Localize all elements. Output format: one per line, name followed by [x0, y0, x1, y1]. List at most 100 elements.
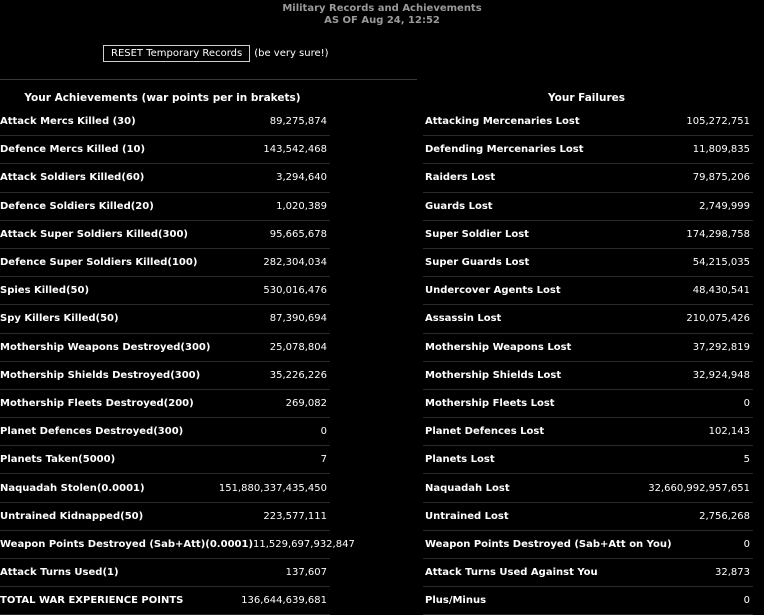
failure-value: 32,924,948 [692, 369, 750, 381]
achievement-row: TOTAL WAR EXPERIENCE POINTS 136,644,639,6… [0, 587, 330, 615]
failure-label: Weapon Points Destroyed (Sab+Att on You) [425, 538, 672, 550]
failure-value: 48,430,541 [692, 285, 750, 297]
failure-value: 0 [743, 595, 750, 607]
achievement-value: 530,016,476 [263, 285, 327, 297]
failure-row: Planets Lost 5 [423, 446, 753, 475]
achievement-value: 3,294,640 [276, 172, 327, 184]
achievement-value: 223,577,111 [263, 510, 327, 522]
achievement-row: Mothership Fleets Destroyed(200) 269,082 [0, 390, 330, 419]
failure-label: Planet Defences Lost [425, 426, 545, 438]
failure-label: Super Soldier Lost [425, 228, 529, 240]
failure-value: 2,756,268 [699, 510, 750, 522]
achievement-value: 136,644,639,681 [241, 595, 327, 607]
failure-label: Naquadah Lost [425, 482, 510, 494]
achievement-value: 89,275,874 [269, 116, 327, 128]
achievement-row: Defence Super Soldiers Killed(100) 282,30… [0, 249, 330, 278]
achievement-row: Attack Mercs Killed (30) 89,275,874 [0, 108, 330, 137]
failure-row: Super Soldier Lost 174,298,758 [423, 221, 753, 249]
achievement-row: Planet Defences Destroyed(300) 0 [0, 418, 330, 447]
achievement-label: Attack Soldiers Killed(60) [0, 172, 145, 184]
failure-label: Mothership Fleets Lost [425, 397, 555, 409]
achievement-value: 95,665,678 [269, 228, 327, 240]
failure-value: 102,143 [708, 426, 750, 438]
achievement-value: 7 [320, 454, 327, 466]
achievement-value: 25,078,804 [269, 341, 327, 353]
reset-row: RESET Temporary Records (be very sure!) [103, 45, 329, 62]
page-title: Military Records and Achievements [282, 3, 482, 14]
achievement-value: 269,082 [285, 397, 327, 409]
failure-label: Assassin Lost [425, 313, 502, 325]
failure-value: 210,075,426 [686, 313, 750, 325]
achievement-label: Spy Killers Killed(50) [0, 313, 119, 325]
page-header: Military Records and Achievements AS OF … [0, 3, 764, 27]
failure-row: Super Guards Lost 54,215,035 [423, 249, 753, 278]
achievement-row: Defence Soldiers Killed(20) 1,020,389 [0, 193, 330, 221]
achievement-row: Attack Turns Used(1) 137,607 [0, 559, 330, 588]
achievement-label: TOTAL WAR EXPERIENCE POINTS [0, 595, 184, 607]
achievement-row: Planets Taken(5000) 7 [0, 446, 330, 475]
achievement-value: 143,542,468 [263, 144, 327, 156]
failure-value: 32,660,992,957,651 [648, 482, 750, 494]
achievement-value: 87,390,694 [269, 313, 327, 325]
failures-heading: Your Failures [547, 92, 626, 104]
achievement-value: 282,304,034 [263, 257, 327, 269]
achievement-row: Attack Soldiers Killed(60) 3,294,640 [0, 164, 330, 193]
failure-row: Untrained Lost 2,756,268 [423, 503, 753, 531]
failure-value: 0 [743, 538, 750, 550]
failure-row: Assassin Lost 210,075,426 [423, 305, 753, 334]
failure-row: Defending Mercenaries Lost 11,809,835 [423, 136, 753, 165]
failure-value: 105,272,751 [686, 116, 750, 128]
achievement-label: Naquadah Stolen(0.0001) [0, 482, 145, 494]
achievement-row: Spies Killed(50) 530,016,476 [0, 277, 330, 306]
reset-temporary-records-button[interactable]: RESET Temporary Records [103, 45, 251, 62]
achievement-row: Weapon Points Destroyed (Sab+Att)(0.0001… [0, 531, 355, 559]
achievement-value: 1,020,389 [276, 200, 327, 212]
achievement-label: Mothership Weapons Destroyed(300) [0, 341, 211, 353]
achievement-value: 11,529,697,932,847 [253, 538, 355, 550]
achievement-label: Untrained Kidnapped(50) [0, 510, 144, 522]
failure-row: Raiders Lost 79,875,206 [423, 164, 753, 193]
divider [0, 79, 417, 80]
failure-value: 174,298,758 [686, 228, 750, 240]
failure-label: Raiders Lost [425, 172, 496, 184]
failure-row: Attacking Mercenaries Lost 105,272,751 [423, 108, 753, 137]
achievement-label: Mothership Shields Destroyed(300) [0, 369, 201, 381]
failure-value: 2,749,999 [699, 200, 750, 212]
achievement-label: Attack Turns Used(1) [0, 567, 119, 579]
achievement-label: Attack Mercs Killed (30) [0, 116, 136, 128]
achievement-row: Defence Mercs Killed (10) 143,542,468 [0, 136, 330, 165]
failure-row: Guards Lost 2,749,999 [423, 193, 753, 221]
failure-row: Weapon Points Destroyed (Sab+Att on You)… [423, 531, 753, 559]
failure-label: Super Guards Lost [425, 257, 530, 269]
achievement-value: 151,880,337,435,450 [218, 482, 327, 494]
achievement-row: Mothership Weapons Destroyed(300) 25,078,… [0, 334, 330, 362]
achievement-label: Defence Super Soldiers Killed(100) [0, 257, 198, 269]
failure-value: 0 [743, 397, 750, 409]
failure-label: Untrained Lost [425, 510, 509, 522]
failure-value: 5 [743, 454, 750, 466]
failures-table: Attacking Mercenaries Lost 105,272,751 Def… [423, 108, 753, 615]
failure-row: Mothership Fleets Lost 0 [423, 390, 753, 419]
achievement-row: Spy Killers Killed(50) 87,390,694 [0, 305, 330, 334]
failure-label: Undercover Agents Lost [425, 285, 561, 297]
achievement-label: Mothership Fleets Destroyed(200) [0, 397, 194, 409]
achievement-row: Attack Super Soldiers Killed(300) 95,665,… [0, 221, 330, 249]
achievement-value: 137,607 [285, 567, 327, 579]
failure-value: 11,809,835 [692, 144, 750, 156]
failure-label: Attack Turns Used Against You [425, 567, 598, 579]
failure-label: Mothership Shields Lost [425, 369, 562, 381]
failure-row: Planet Defences Lost 102,143 [423, 418, 753, 447]
achievement-row: Untrained Kidnapped(50) 223,577,111 [0, 503, 330, 531]
achievement-row: Naquadah Stolen(0.0001) 151,880,337,435,4… [0, 474, 330, 503]
achievement-label: Weapon Points Destroyed (Sab+Att)(0.0001… [0, 538, 254, 550]
achievement-label: Attack Super Soldiers Killed(300) [0, 228, 189, 240]
failure-label: Plus/Minus [425, 595, 487, 607]
achievement-label: Planet Defences Destroyed(300) [0, 426, 184, 438]
achievement-value: 35,226,226 [269, 369, 327, 381]
achievements-table: Attack Mercs Killed (30) 89,275,874 Defenc… [0, 108, 355, 615]
achievements-heading: Your Achievements (war points per in bra… [24, 92, 301, 104]
failure-row: Naquadah Lost 32,660,992,957,651 [423, 474, 753, 503]
failure-value: 54,215,035 [692, 257, 750, 269]
failure-row: Undercover Agents Lost 48,430,541 [423, 277, 753, 306]
failure-row: Plus/Minus 0 [423, 587, 753, 615]
